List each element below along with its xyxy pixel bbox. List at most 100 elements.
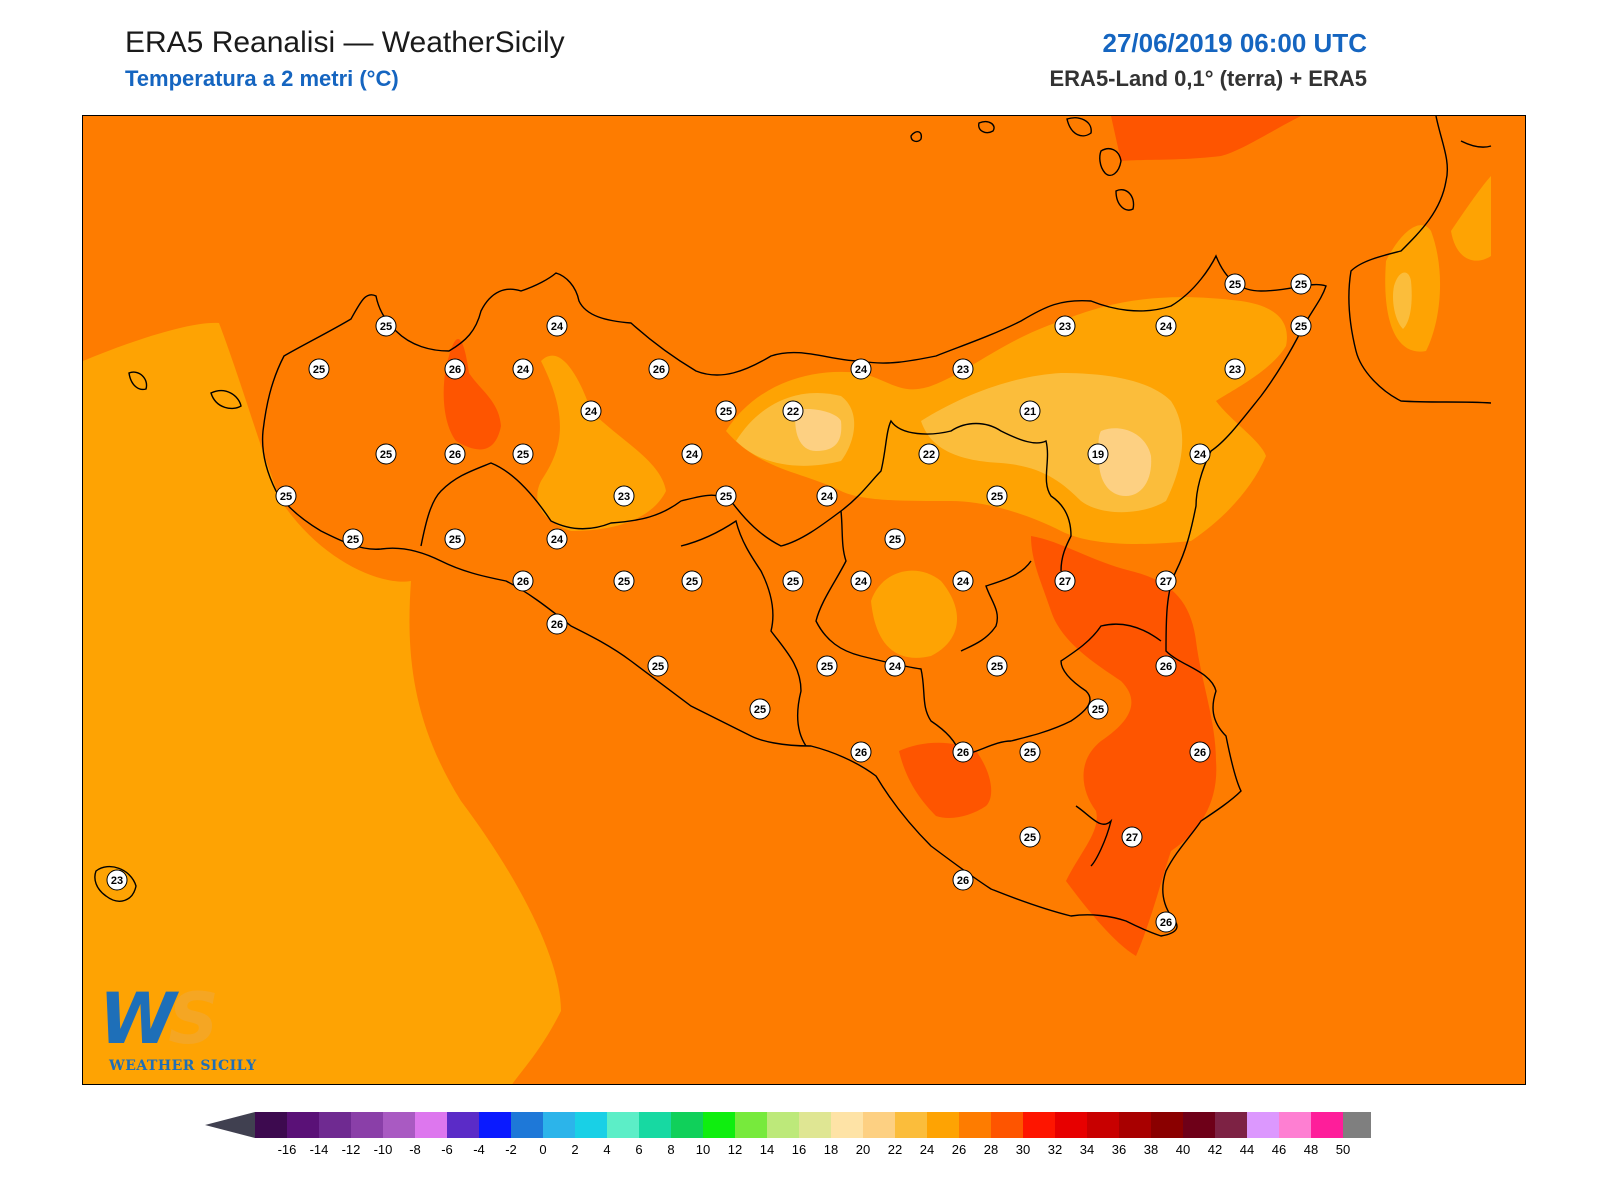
station-value: 23 (1059, 321, 1071, 333)
colorbar-tick-label: 38 (1143, 1142, 1159, 1157)
colorbar-segment (575, 1112, 607, 1138)
station-marker: 25 (681, 570, 703, 592)
station-circle (444, 528, 466, 550)
station-value: 26 (1160, 661, 1172, 673)
colorbar-segment (735, 1112, 767, 1138)
calabria-coast (1348, 116, 1492, 404)
map-title: ERA5 Reanalisi — WeatherSicily (125, 26, 565, 59)
station-circle (1290, 315, 1312, 337)
station-marker: 22 (782, 400, 804, 422)
logo-letter-w: W (99, 978, 176, 1060)
station-circle (1087, 443, 1109, 465)
station-circle (1155, 655, 1177, 677)
station-value: 22 (787, 406, 799, 418)
station-value: 24 (551, 321, 564, 333)
station-circle (1019, 400, 1041, 422)
station-marker: 25 (715, 485, 737, 507)
station-value: 26 (449, 364, 461, 376)
station-marker: 24 (512, 358, 534, 380)
station-value: 25 (1092, 704, 1104, 716)
station-circle (884, 528, 906, 550)
colorbar-segment (607, 1112, 639, 1138)
station-marker: 26 (850, 741, 872, 763)
colorbar-segment (863, 1112, 895, 1138)
colorbar-segment (1055, 1112, 1087, 1138)
station-value: 25 (449, 534, 461, 546)
province-boundary-agrigento (680, 519, 807, 747)
station-circle (106, 869, 128, 891)
field-band-22-24-centralwest (537, 355, 666, 531)
colorbar-segment (1215, 1112, 1247, 1138)
coastlines (94, 116, 1492, 937)
station-marker: 25 (1019, 826, 1041, 848)
weathersicily-logo: WS WEATHER SICILY (99, 984, 259, 1084)
colorbar-segment (1343, 1112, 1371, 1138)
station-marker: 24 (850, 358, 872, 380)
station-value: 25 (652, 661, 664, 673)
station-circle (308, 358, 330, 380)
map-canvas: 25 24 25 26 24 26 24 23 23 24 25 25 25 23 24 25 22 21 25 26… (83, 116, 1525, 1084)
station-marker: 24 (884, 655, 906, 677)
station-marker: 25 (275, 485, 297, 507)
colorbar-segment (831, 1112, 863, 1138)
colorbar-tick-label: -8 (409, 1142, 421, 1157)
station-circle (512, 358, 534, 380)
station-value: 24 (889, 661, 902, 673)
station-circle (782, 570, 804, 592)
source-label: ERA5-Land 0,1° (terra) + ERA5 (1049, 66, 1368, 91)
colorbar-segment (1087, 1112, 1119, 1138)
station-value: 25 (991, 491, 1003, 503)
colorbar-tick-label: 40 (1175, 1142, 1191, 1157)
colorbar-tick-label: 12 (727, 1142, 743, 1157)
station-circle (580, 400, 602, 422)
station-marker: 25 (375, 443, 397, 465)
station-marker: 23 (1224, 358, 1246, 380)
colorbar-segment (383, 1112, 415, 1138)
station-circle (850, 741, 872, 763)
station-value: 19 (1092, 449, 1104, 461)
station-marker: 23 (613, 485, 635, 507)
station-markers: 25 24 25 26 24 26 24 23 23 24 25 25 25 23 24 25 22 21 25 26… (106, 273, 1312, 933)
station-value: 26 (517, 576, 529, 588)
colorbar-segment (543, 1112, 575, 1138)
station-marker: 25 (986, 655, 1008, 677)
station-marker: 24 (1189, 443, 1211, 465)
colorbar-tick-label: -2 (505, 1142, 517, 1157)
station-value: 25 (821, 661, 833, 673)
station-marker: 26 (952, 869, 974, 891)
colorbar-tick-label: -12 (341, 1142, 361, 1157)
colorbar-segment (927, 1112, 959, 1138)
station-circle (816, 655, 838, 677)
station-marker: 26 (444, 443, 466, 465)
station-marker: 24 (546, 528, 568, 550)
colorbar (205, 1112, 1371, 1138)
colorbar-segment (479, 1112, 511, 1138)
station-value: 23 (957, 364, 969, 376)
station-circle (1155, 911, 1177, 933)
colorbar-segment (319, 1112, 351, 1138)
station-value: 25 (313, 364, 325, 376)
station-marker: 24 (681, 443, 703, 465)
island-pantelleria (94, 866, 137, 902)
station-circle (884, 655, 906, 677)
station-circle (952, 869, 974, 891)
field-band-26-28-north (1111, 116, 1301, 161)
station-marker: 26 (1155, 655, 1177, 677)
station-marker: 26 (546, 613, 568, 635)
colorbar-tick-label: 8 (667, 1142, 675, 1157)
station-value: 25 (754, 704, 766, 716)
colorbar-tick-label: 4 (603, 1142, 611, 1157)
field-band-22-24-central (871, 570, 958, 658)
station-marker: 24 (546, 315, 568, 337)
station-marker: 25 (1019, 741, 1041, 763)
island-salina (1066, 117, 1092, 137)
island-lipari (1099, 148, 1122, 177)
station-value: 24 (855, 364, 868, 376)
temperature-map: 25 24 25 26 24 26 24 23 23 24 25 25 25 23 24 25 22 21 25 26… (82, 115, 1526, 1085)
station-marker: 27 (1155, 570, 1177, 592)
field-band-26-28-east (1031, 536, 1217, 956)
colorbar-tick-label: -4 (473, 1142, 485, 1157)
station-value: 25 (1024, 832, 1036, 844)
station-circle (952, 570, 974, 592)
station-value: 22 (923, 449, 935, 461)
